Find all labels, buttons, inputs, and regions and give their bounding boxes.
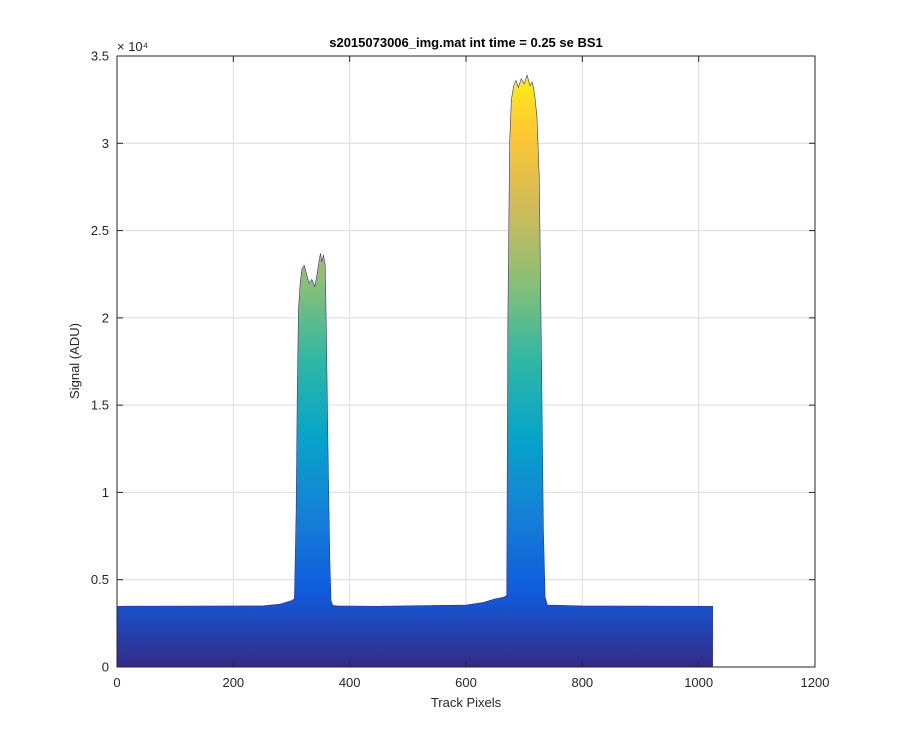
- x-axis-label: Track Pixels: [431, 695, 502, 710]
- chart-title: s2015073006_img.mat int time = 0.25 se B…: [329, 35, 603, 50]
- y-tick-label: 1.5: [91, 398, 109, 413]
- x-tick-label: 400: [339, 675, 361, 690]
- x-tick-label: 1200: [801, 675, 830, 690]
- x-tick-label: 800: [571, 675, 593, 690]
- signal-area: [117, 74, 713, 667]
- y-axis-exponent: × 10⁴: [117, 39, 148, 54]
- y-tick-label: 0: [102, 660, 109, 675]
- grid: [117, 56, 815, 667]
- x-tick-label: 0: [113, 675, 120, 690]
- y-tick-label: 3.5: [91, 49, 109, 64]
- x-axis: 0 200 400 600 800 1000 1200: [113, 56, 829, 690]
- y-tick-label: 1: [102, 485, 109, 500]
- x-tick-label: 600: [455, 675, 477, 690]
- y-tick-label: 3: [102, 136, 109, 151]
- y-tick-label: 2: [102, 310, 109, 325]
- y-axis-label: Signal (ADU): [67, 323, 82, 399]
- x-tick-label: 1000: [684, 675, 713, 690]
- y-tick-label: 2.5: [91, 223, 109, 238]
- y-axis: 0 0.5 1 1.5 2 2.5 3 3.5: [91, 49, 815, 675]
- y-tick-label: 0.5: [91, 572, 109, 587]
- x-tick-label: 200: [222, 675, 244, 690]
